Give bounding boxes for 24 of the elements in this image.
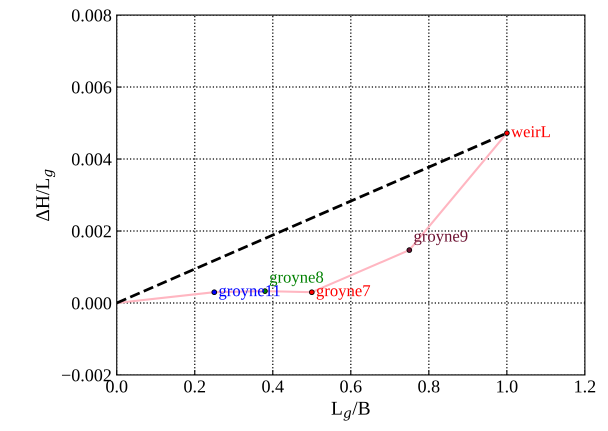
y-tick-label: 0.008 — [72, 9, 112, 22]
x-tick-label: 0.2 — [184, 380, 206, 393]
point — [308, 289, 315, 296]
series-label: groyne11 — [219, 285, 280, 300]
y-tick-label: −0.002 — [62, 369, 111, 382]
point — [504, 130, 510, 136]
series-label: weirL — [511, 126, 550, 138]
x-tick-label: 0.0 — [106, 380, 128, 393]
x-axis-title: L$_{g}$/B — [332, 402, 370, 421]
series-label: groyne9 — [414, 230, 468, 246]
x-tick-label: 0.4 — [262, 380, 284, 393]
y-tick-label: 0.004 — [72, 153, 112, 166]
x-tick-label: 1.0 — [497, 380, 518, 393]
series-label: groyne8 — [270, 271, 324, 286]
y-tick-label: 0.002 — [72, 225, 111, 238]
y-axis-title: ΔH/L$_{g}$ — [36, 170, 56, 221]
point — [211, 289, 218, 296]
x-tick-label: 0.6 — [340, 380, 362, 393]
x-tick-label: 1.2 — [575, 380, 596, 393]
series-label: groyne7 — [316, 285, 370, 300]
x-tick-label: 0.8 — [418, 380, 440, 393]
y-tick-label: 0.006 — [72, 81, 112, 94]
point — [406, 247, 412, 253]
y-tick-label: 0.000 — [72, 297, 112, 310]
